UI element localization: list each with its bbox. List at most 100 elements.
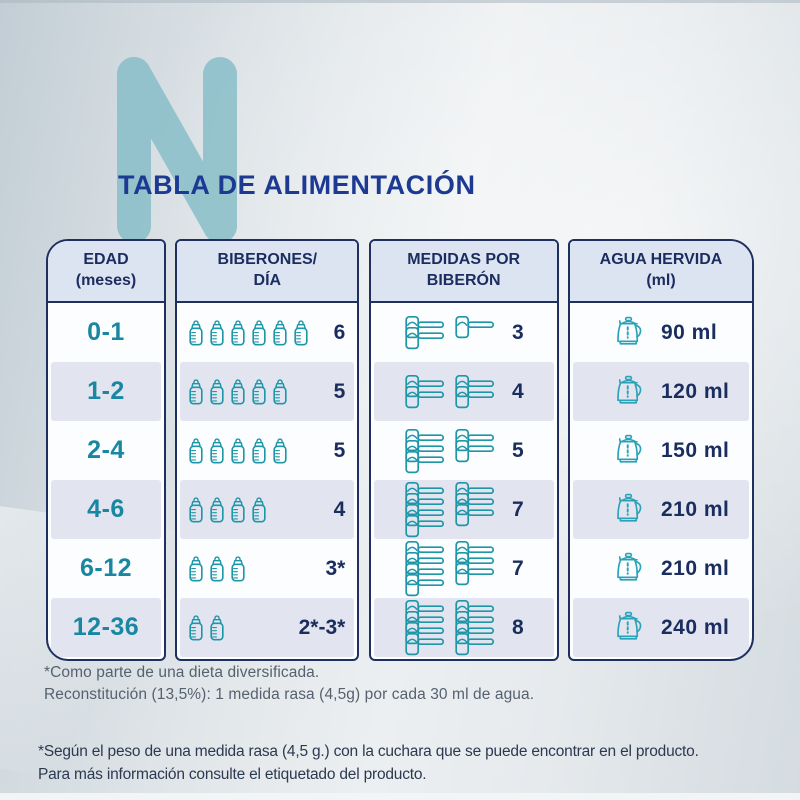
- watermark-letter-n: [112, 48, 242, 253]
- table-row-age: 12-36: [51, 598, 161, 657]
- table-row-scoops: 5: [374, 421, 554, 480]
- kettle-icon: [617, 552, 642, 581]
- table-row-scoops: 8: [373, 598, 554, 657]
- baby-bottle-icon: [189, 555, 203, 582]
- measuring-scoop-icon: [455, 428, 494, 462]
- column-medidas: MEDIDAS POR BIBERÓN 3: [368, 239, 559, 661]
- kettle-icon: [617, 493, 642, 522]
- scoop-icon-group: [374, 540, 496, 597]
- baby-bottle-icon: [273, 437, 287, 464]
- column-edad: EDAD (meses) 0-1 1-2 2-4 4-6 6-12 12-36: [46, 239, 166, 661]
- age-range: 12-36: [72, 613, 140, 641]
- column-header-biberones: BIBERONES/ DÍA: [177, 241, 358, 303]
- footnote-diet: *Como parte de una dieta diversificada. …: [44, 662, 644, 706]
- baby-bottle-icon: [252, 496, 266, 523]
- header-line2: DÍA: [253, 272, 282, 289]
- table-row-water: 150 ml: [573, 421, 749, 480]
- baby-bottle-icon: [210, 378, 224, 405]
- bottles-per-day-value: 5: [333, 379, 346, 403]
- table-row-scoops: 4: [373, 362, 554, 421]
- bottles-per-day-value: 5: [333, 438, 346, 462]
- kettle-icon: [617, 611, 642, 640]
- baby-bottle-icon: [231, 319, 245, 346]
- bottles-per-day-value: 6: [333, 320, 346, 344]
- measuring-scoop-icon: [405, 374, 444, 409]
- table-row-age: 6-12: [51, 539, 161, 598]
- page-title: TABLA DE ALIMENTACIÓN: [118, 170, 476, 200]
- bottles-per-day-value: 3*: [325, 556, 346, 580]
- table-row-age: 0-1: [51, 303, 161, 362]
- bottle-icon-group: [180, 319, 311, 347]
- scoop-icon-group: [374, 315, 496, 350]
- baby-bottle-icon: [189, 378, 203, 405]
- measuring-scoop-icon: [405, 315, 444, 350]
- table-row-bottles: 2*-3*: [180, 598, 355, 657]
- measuring-scoop-icon: [405, 481, 444, 538]
- age-range: 2-4: [87, 436, 125, 464]
- footnote-scoop-line2: Para más información consulte el etiquet…: [38, 766, 427, 784]
- age-range: 6-12: [79, 554, 133, 582]
- header-line2: BIBERÓN: [426, 272, 501, 289]
- age-range: 1-2: [87, 377, 125, 405]
- header-line2: (meses): [75, 272, 137, 289]
- table-row-water: 210 ml: [573, 539, 749, 598]
- column-body-edad: 0-1 1-2 2-4 4-6 6-12 12-36: [48, 303, 164, 657]
- baby-bottle-icon: [210, 555, 224, 582]
- baby-bottle-icon: [210, 496, 224, 523]
- measuring-scoop-icon: [455, 599, 494, 656]
- water-ml-value: 240 ml: [660, 615, 730, 639]
- measuring-scoop-icon: [405, 428, 444, 473]
- baby-bottle-icon: [210, 614, 224, 641]
- water-ml-value: 210 ml: [660, 556, 730, 580]
- photo-bottom-edge: [0, 793, 800, 800]
- footnote-scoop-weight: *Según el peso de una medida rasa (4,5 g…: [38, 740, 778, 787]
- kettle-icon: [617, 316, 642, 345]
- bottle-icon-group: [180, 496, 269, 524]
- bottles-per-day-value: 2*-3*: [298, 615, 346, 639]
- measuring-scoop-icon: [455, 315, 494, 339]
- scoops-per-bottle-value: 7: [511, 556, 524, 580]
- baby-bottle-icon: [189, 496, 203, 523]
- bottles-per-day-value: 4: [333, 497, 346, 521]
- column-biberones: BIBERONES/ DÍA: [175, 239, 360, 661]
- scoop-icon-group: [374, 481, 496, 538]
- baby-bottle-icon: [294, 319, 308, 346]
- bottle-icon-group: [180, 555, 248, 583]
- baby-bottle-icon: [189, 437, 203, 464]
- column-agua: AGUA HERVIDA (ml) 90 ml 120 ml: [567, 239, 754, 661]
- baby-bottle-icon: [231, 437, 245, 464]
- age-range: 0-1: [87, 318, 125, 346]
- header-line1: EDAD: [83, 251, 129, 269]
- water-ml-value: 210 ml: [660, 497, 730, 521]
- measuring-scoop-icon: [405, 540, 444, 597]
- table-row-bottles: 3*: [180, 539, 354, 598]
- bottle-icon-group: [180, 378, 290, 406]
- baby-bottle-icon: [252, 437, 266, 464]
- measuring-scoop-icon: [455, 374, 494, 409]
- water-ml-value: 120 ml: [660, 379, 730, 403]
- header-line1: MEDIDAS POR: [407, 251, 521, 269]
- table-row-age: 2-4: [51, 421, 161, 480]
- baby-bottle-icon: [231, 496, 245, 523]
- table-row-water: 90 ml: [573, 303, 749, 362]
- scoops-per-bottle-value: 4: [511, 379, 524, 403]
- table-row-bottles: 6: [180, 303, 354, 362]
- footnote-scoop-line1: *Según el peso de una medida rasa (4,5 g…: [38, 743, 699, 760]
- column-body-agua: 90 ml 120 ml 150 ml: [570, 303, 752, 657]
- scoop-icon-group: [374, 428, 496, 474]
- table-row-bottles: 5: [180, 421, 354, 480]
- baby-bottle-icon: [231, 555, 245, 582]
- scoops-per-bottle-value: 3: [511, 320, 524, 344]
- table-row-bottles: 5: [180, 362, 355, 421]
- scoops-per-bottle-value: 7: [511, 497, 524, 521]
- baby-bottle-icon: [189, 319, 203, 346]
- kettle-icon: [617, 434, 642, 463]
- table-row-scoops: 7: [374, 539, 554, 598]
- footnote-diet-line2: Reconstitución (13,5%): 1 medida rasa (4…: [44, 686, 535, 703]
- photo-top-edge: [0, 0, 800, 3]
- column-header-medidas: MEDIDAS POR BIBERÓN: [370, 241, 557, 303]
- measuring-scoop-icon: [455, 540, 494, 586]
- table-row-scoops: 3: [374, 303, 554, 362]
- age-range: 4-6: [87, 495, 125, 523]
- table-row-scoops: 7: [373, 480, 554, 539]
